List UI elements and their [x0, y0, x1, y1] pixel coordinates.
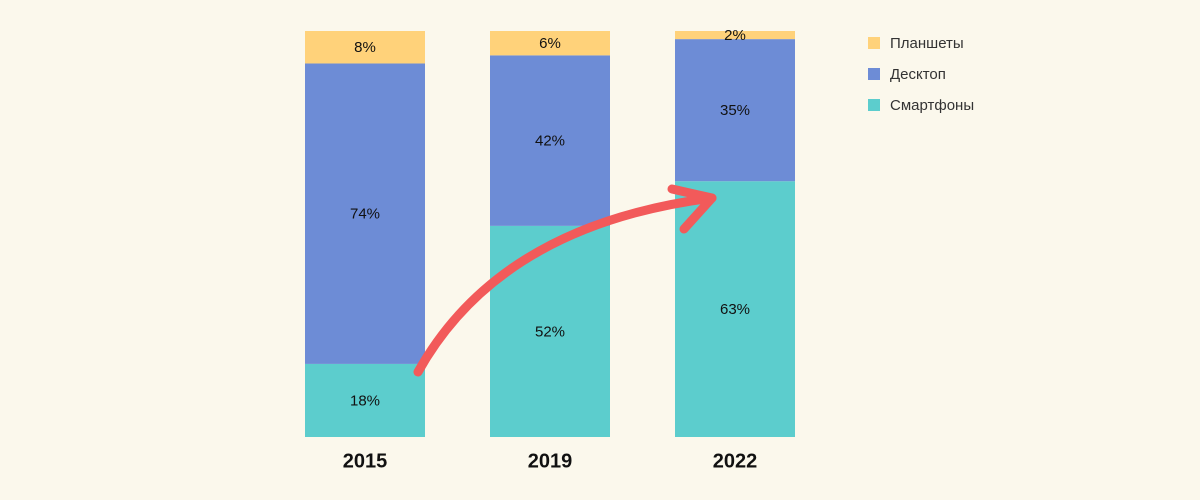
bar-segment [490, 55, 610, 226]
legend-label: Смартфоны [890, 97, 974, 114]
value-label: 63% [720, 301, 750, 318]
bar-segment [305, 31, 425, 64]
value-label: 6% [539, 35, 561, 52]
category-label: 2022 [713, 450, 758, 472]
value-label: 18% [350, 392, 380, 409]
bar-segment [305, 63, 425, 364]
bar-segment [490, 225, 610, 437]
legend-swatch [868, 37, 880, 49]
bar-segment [675, 181, 795, 437]
legend-label: Десктоп [890, 66, 946, 83]
value-label: 2% [724, 27, 746, 44]
bar-segment [490, 31, 610, 56]
labels: 18% 74% 8% 2015 52% 42% 6% 2019 63% 35% 2% 2022 Смар… [343, 27, 974, 472]
value-label: 8% [354, 39, 376, 56]
arrow-head [667, 184, 717, 234]
arrow-curve [413, 193, 717, 377]
bar-segment [305, 363, 425, 437]
bar-segment [675, 39, 795, 182]
bars [305, 31, 795, 437]
legend-label: Планшеты [890, 35, 964, 52]
value-label: 74% [350, 206, 380, 223]
trend-arrow [413, 184, 717, 377]
legend-swatch [868, 68, 880, 80]
legend-swatch [868, 99, 880, 111]
value-label: 52% [535, 323, 565, 340]
value-label: 42% [535, 133, 565, 150]
bar-segment [675, 31, 795, 40]
category-label: 2015 [343, 450, 388, 472]
value-label: 35% [720, 102, 750, 119]
category-label: 2019 [528, 450, 573, 472]
